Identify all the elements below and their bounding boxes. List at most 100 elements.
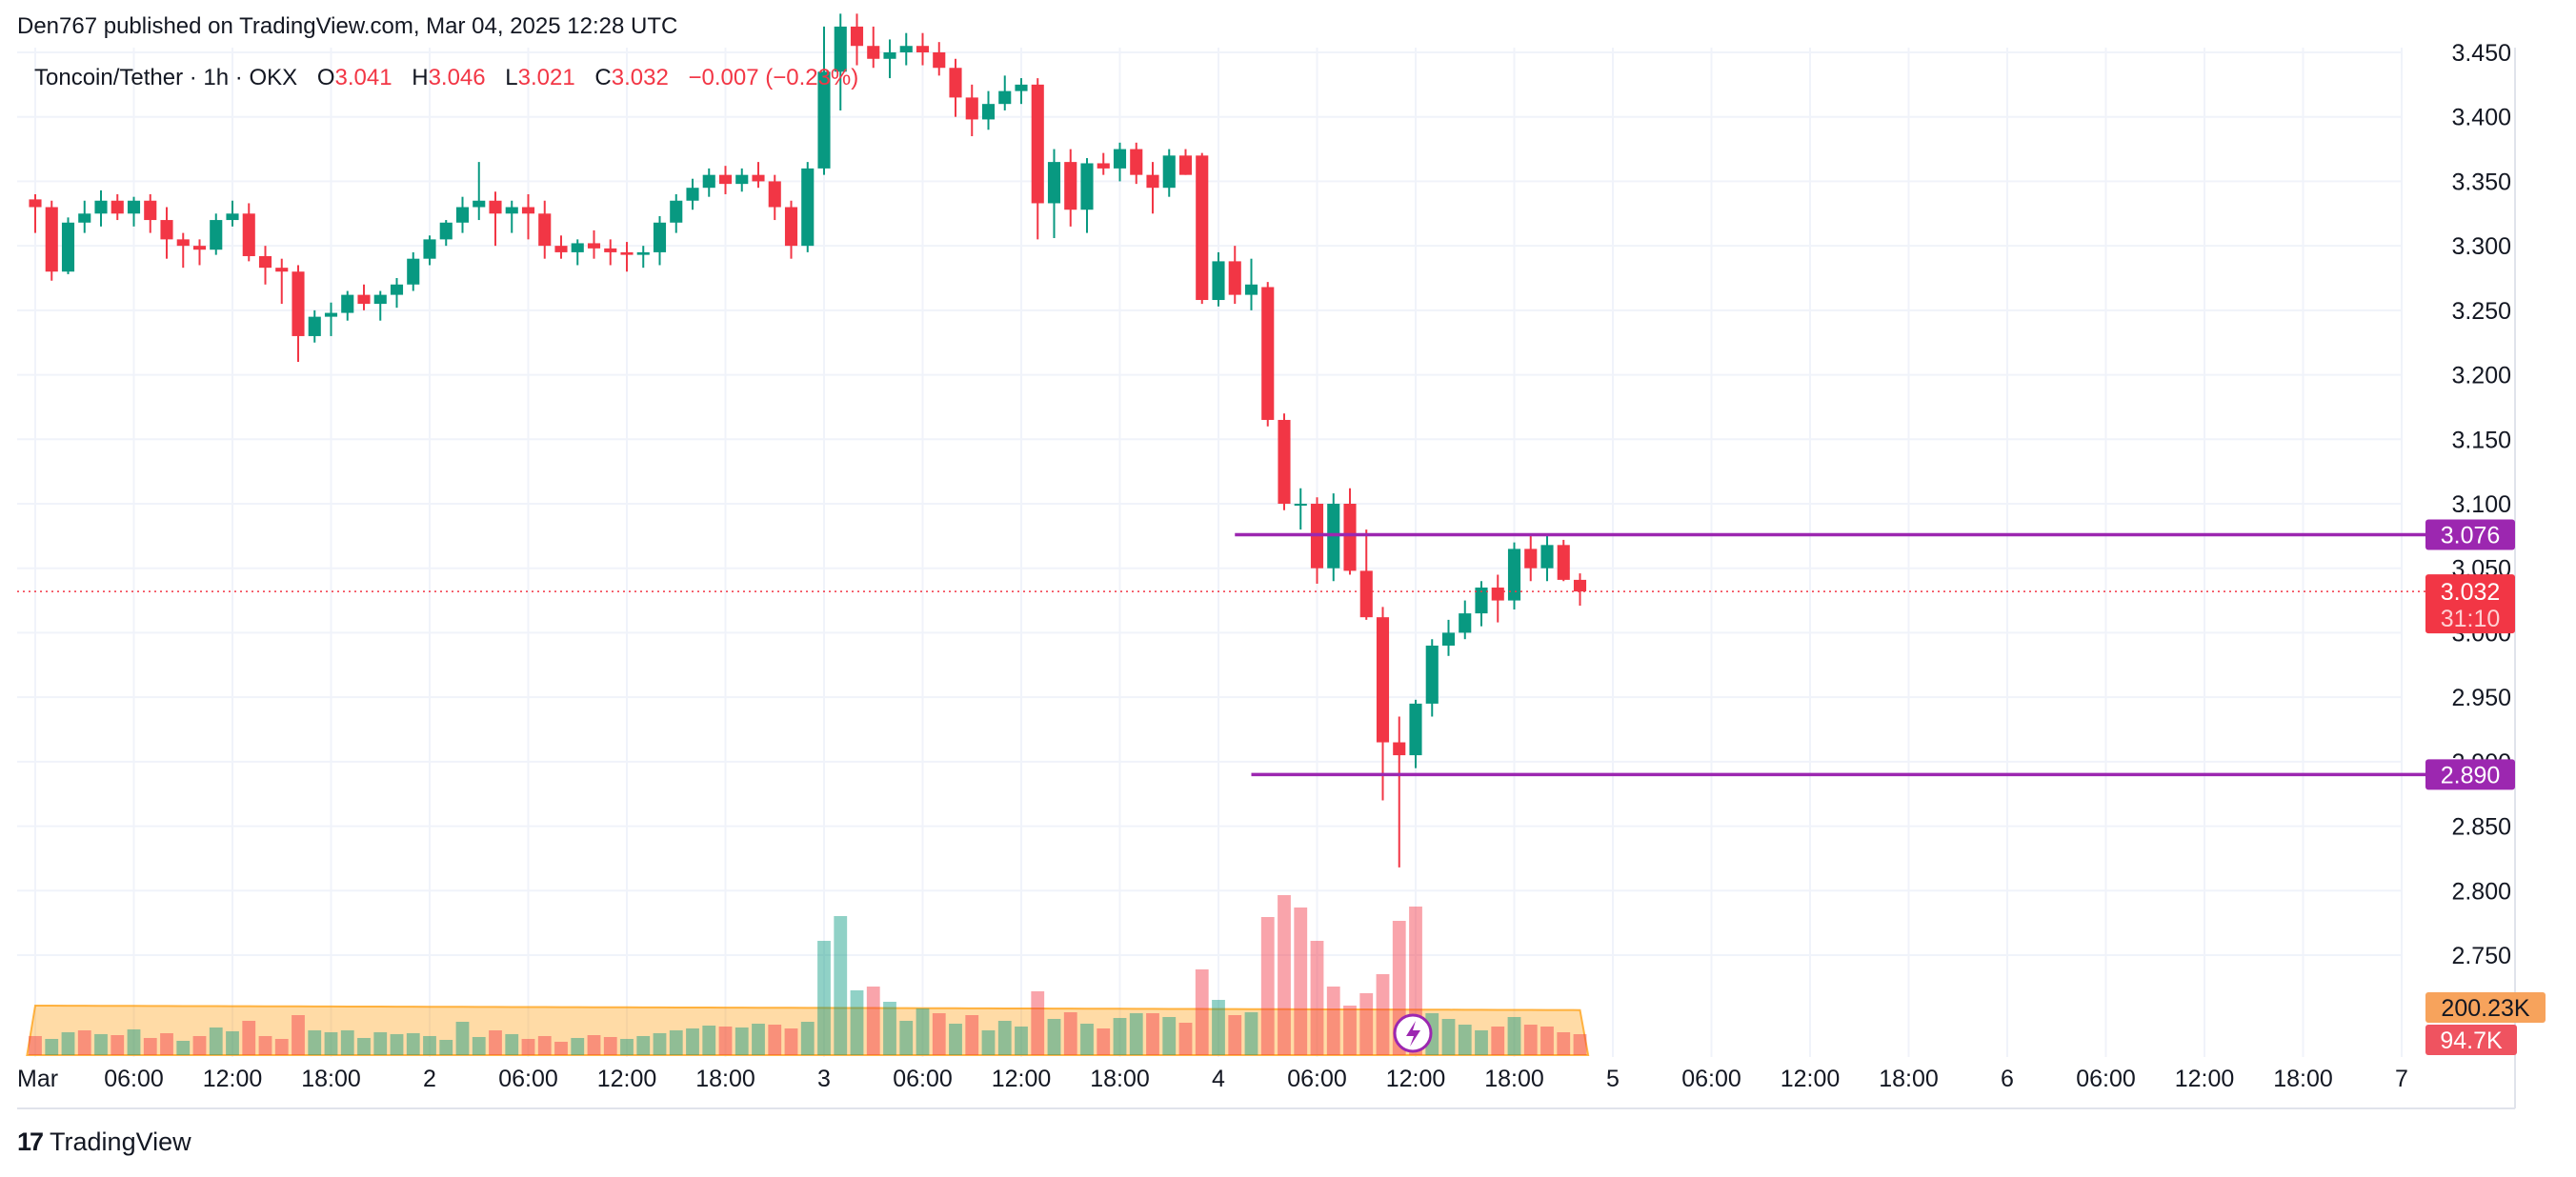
price-tick-label: 2.950 (2451, 685, 2511, 711)
volume-last-label: 94.7K (2440, 1027, 2503, 1054)
tradingview-logo-icon: 17 (17, 1127, 44, 1156)
candle-body (686, 188, 699, 201)
candle-body (571, 243, 584, 252)
candle-body (1244, 284, 1258, 295)
candle-body (1343, 504, 1357, 571)
level-badge (2425, 759, 2515, 790)
volume-bar (1491, 1027, 1505, 1055)
current-price-label: 3.032 (2441, 579, 2501, 606)
time-tick-label: Mar (17, 1066, 58, 1092)
volume-bar (817, 941, 831, 1055)
volume-bar (1376, 974, 1390, 1055)
candle-body (1524, 549, 1538, 569)
candle-body (1393, 742, 1406, 756)
candle-body (1064, 162, 1077, 210)
volume-bar (965, 1015, 979, 1055)
candle-body (1475, 588, 1488, 614)
candle-body (373, 294, 387, 305)
candle-body (505, 207, 518, 214)
candle-body (1409, 703, 1422, 756)
volume-bar (834, 916, 848, 1055)
volume-ma-area (26, 1004, 1590, 1056)
tradingview-brand[interactable]: 17 TradingView (17, 1127, 191, 1157)
candle-body (45, 207, 58, 272)
volume-bar (981, 1030, 996, 1055)
time-tick-label: 12:00 (203, 1066, 263, 1092)
high-label: H (412, 65, 429, 90)
volume-bar (505, 1034, 519, 1055)
candle-body (1113, 149, 1127, 169)
candle-body (423, 239, 436, 259)
candle-body (1294, 504, 1307, 506)
candle-body (275, 268, 289, 272)
candle-body (226, 213, 239, 221)
candle-body (1441, 632, 1456, 646)
level-badge-label: 3.076 (2441, 523, 2501, 549)
time-tick-label: 12:00 (1386, 1066, 1446, 1092)
volume-bar (324, 1032, 338, 1055)
volume-bar (768, 1025, 782, 1055)
volume-bar (192, 1036, 207, 1055)
volume-bar (537, 1036, 552, 1055)
candle-body (1507, 549, 1521, 601)
volume-bar (800, 1022, 815, 1055)
volume-bar (1113, 1018, 1127, 1055)
volume-bar (1523, 1025, 1538, 1055)
chart-axes: 3.450 3.400 3.350 3.300 3.250 3.200 3.150 3.100… (17, 40, 2516, 1109)
candle-body (981, 104, 996, 120)
volume-bars (29, 895, 1587, 1055)
countdown-label: 31:10 (2441, 606, 2501, 632)
low-value: 3.021 (517, 65, 575, 90)
candle-body (1359, 570, 1373, 618)
price-tick-label: 3.250 (2451, 298, 2511, 325)
volume-bar (489, 1030, 502, 1055)
time-tick-label: 12:00 (2175, 1066, 2235, 1092)
candle-body (111, 200, 124, 214)
time-tick-label: 5 (1606, 1066, 1620, 1092)
symbol-title[interactable]: Toncoin/Tether · 1h · OKX (34, 65, 298, 90)
volume-bar (752, 1024, 765, 1055)
candle-body (1278, 419, 1291, 504)
time-tick-label: 6 (2001, 1066, 2014, 1092)
candle-body (292, 271, 305, 336)
candle-body (801, 168, 815, 247)
volume-bar (143, 1038, 157, 1055)
time-tick-label: 06:00 (104, 1066, 164, 1092)
volume-bar (1310, 941, 1324, 1055)
volume-bar (226, 1031, 239, 1055)
candle-body (308, 316, 321, 336)
volume-bar (258, 1036, 272, 1055)
candle-body (1178, 155, 1193, 175)
candles (29, 13, 1587, 868)
volume-bar (1015, 1027, 1028, 1055)
volume-bar (899, 1021, 914, 1055)
volume-bar (1228, 1015, 1242, 1055)
candle-body (61, 222, 75, 272)
time-tick-label: 06:00 (2076, 1066, 2136, 1092)
time-tick-label: 2 (423, 1066, 436, 1092)
candle-body (1130, 149, 1143, 175)
candle-body (1557, 545, 1570, 580)
high-value: 3.046 (428, 65, 486, 90)
candle-body (390, 284, 404, 295)
volume-bar (29, 1036, 42, 1055)
candle-body (1196, 155, 1209, 301)
candle-body (867, 46, 880, 59)
time-tick-label: 18:00 (1484, 1066, 1544, 1092)
volume-bar (521, 1039, 535, 1055)
volume-bar (308, 1030, 322, 1055)
price-chart[interactable]: 3.450 3.400 3.350 3.300 3.250 3.200 3.150 3.100… (0, 0, 2576, 1124)
price-tick-label: 2.800 (2451, 878, 2511, 905)
candle-body (883, 52, 896, 59)
candle-body (998, 90, 1012, 105)
volume-bar (1278, 895, 1291, 1055)
volume-bar (423, 1036, 436, 1055)
volume-bar (1359, 993, 1374, 1055)
candle-body (473, 200, 486, 208)
volume-bar (160, 1033, 173, 1055)
volume-bar (1162, 1017, 1177, 1055)
candle-body (1047, 162, 1061, 204)
time-tick-label: 06:00 (893, 1066, 953, 1092)
price-tick-label: 3.450 (2451, 40, 2511, 67)
